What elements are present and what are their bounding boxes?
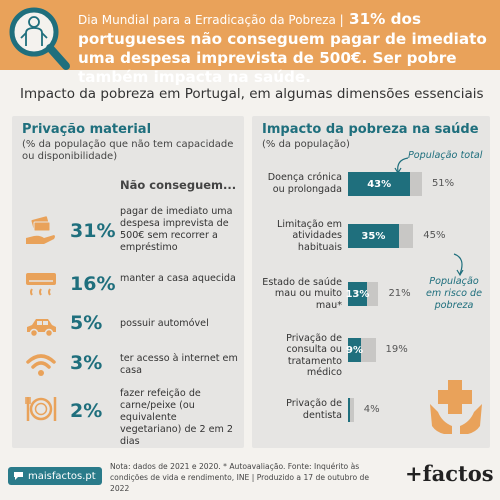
- bar-poverty: 13%: [345, 282, 369, 306]
- item-text: fazer refeição de carne/peixe (ou equiva…: [120, 388, 234, 447]
- pct-value: 3%: [70, 352, 103, 374]
- bar-total-value: 51%: [431, 178, 455, 189]
- bar-poverty: [348, 398, 350, 422]
- speech-bubble-icon: [14, 472, 23, 480]
- bar-total-value: 21%: [388, 288, 411, 299]
- item-text: possuir automóvel: [120, 318, 209, 329]
- car-icon: [27, 319, 56, 338]
- bar-category-label: Doença crónica ou prolongada: [267, 172, 342, 195]
- pct-value: 31%: [70, 220, 116, 242]
- bar-poverty: 9%: [346, 338, 363, 362]
- item-text: pagar de imediato uma despesa imprevista…: [120, 206, 233, 253]
- header-headline: Dia Mundial para a Erradicação da Pobrez…: [78, 10, 496, 87]
- item-text: ter acesso à internet em casa: [120, 353, 238, 376]
- health-impact-panel: Impacto da pobreza na saúde (% da popula…: [252, 116, 490, 448]
- material-deprivation-panel: Privação material (% da população que nã…: [12, 116, 244, 448]
- plate-cutlery-icon: [25, 397, 57, 421]
- bar-category-label: Limitação em atividades habituais: [277, 218, 342, 253]
- wifi-icon: [26, 354, 56, 376]
- pct-value: 16%: [70, 273, 116, 295]
- left-panel-title: Privação material: [22, 122, 152, 137]
- bar-poverty: 43%: [348, 172, 411, 196]
- item-text: manter a casa aquecida: [120, 273, 236, 284]
- site-link[interactable]: maisfactos.pt: [8, 467, 102, 485]
- page-title: Impacto da pobreza em Portugal, em algum…: [20, 86, 484, 102]
- arrow-poor-icon: [453, 253, 464, 277]
- bar-category-label: Estado de saúde mau ou muito mau*: [262, 276, 342, 311]
- header-main: 31% dos portugueses não conseguem pagar …: [78, 10, 487, 86]
- left-panel-subtitle: (% da população que não tem capacidade o…: [22, 139, 234, 162]
- air-conditioner-icon: [26, 273, 56, 296]
- health-hands-cross-icon: [430, 380, 482, 434]
- bar-total: [348, 398, 354, 422]
- bar-total-value: 45%: [423, 230, 446, 241]
- header-banner: Dia Mundial para a Erradicação da Pobrez…: [0, 0, 500, 86]
- site-label: maisfactos.pt: [28, 470, 96, 482]
- right-panel-title: Impacto da pobreza na saúde: [262, 122, 479, 137]
- footer-note: Nota: dados de 2021 e 2020. * Autoavalia…: [110, 462, 369, 493]
- pct-value: 5%: [70, 312, 103, 334]
- bar-category-label: Privação de consulta ou tratamento médic…: [286, 332, 342, 379]
- header-prefix: Dia Mundial para a Erradicação da Pobrez…: [78, 13, 344, 27]
- left-panel-heading: Não conseguem...: [120, 178, 237, 192]
- bar-total-value: 19%: [385, 344, 408, 355]
- pct-value: 2%: [70, 400, 103, 422]
- brand-logo: +factos: [405, 461, 494, 486]
- bar-poverty: 35%: [348, 224, 399, 248]
- bar-total-value: 4%: [363, 404, 380, 415]
- magnifier-person-icon: [9, 7, 70, 70]
- annotation-total: População total: [408, 150, 483, 161]
- right-panel-subtitle: (% da população): [262, 139, 350, 150]
- money-hand-icon: [26, 216, 55, 244]
- annotation-poor: População em risco de pobreza: [425, 276, 483, 311]
- bar-category-label: Privação de dentista: [286, 398, 342, 421]
